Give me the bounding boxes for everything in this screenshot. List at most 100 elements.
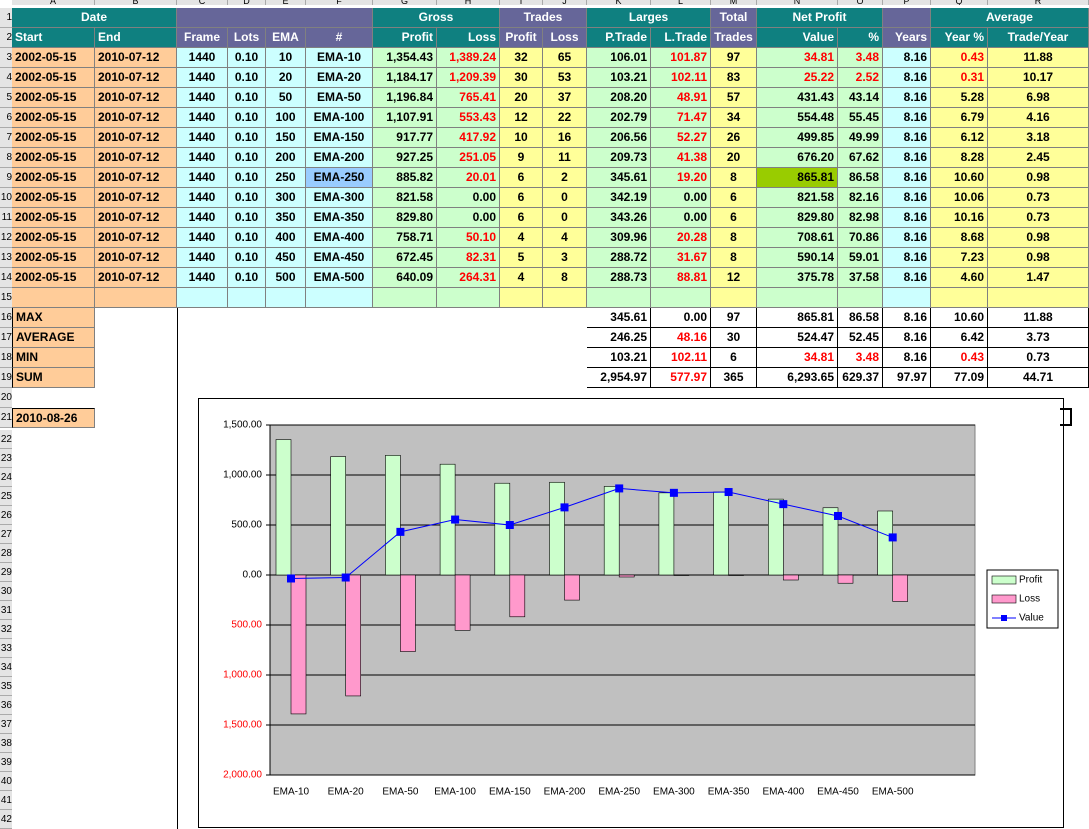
row-number: 20 bbox=[0, 388, 12, 408]
row-number: 5 bbox=[0, 88, 12, 108]
cell: EMA-50 bbox=[306, 88, 373, 108]
cell: 1440 bbox=[177, 268, 228, 288]
cell: EMA-250 bbox=[306, 168, 373, 188]
summary-cell: 102.11 bbox=[651, 348, 711, 368]
cell: 2010-07-12 bbox=[95, 248, 177, 268]
cell: 829.80 bbox=[373, 208, 437, 228]
summary-cell: 8.16 bbox=[883, 328, 931, 348]
bar bbox=[400, 574, 416, 652]
x-tick-label: EMA-50 bbox=[382, 787, 419, 798]
legend-swatch bbox=[1001, 615, 1007, 621]
row-number: 37 bbox=[0, 715, 12, 734]
point bbox=[287, 574, 295, 583]
cell: 82.98 bbox=[838, 208, 883, 228]
empty-cell bbox=[988, 288, 1089, 308]
empty-cell bbox=[711, 288, 757, 308]
cell: 821.58 bbox=[373, 188, 437, 208]
cell: 6 bbox=[711, 188, 757, 208]
cell: 5 bbox=[500, 248, 543, 268]
summary-cell: 577.97 bbox=[651, 368, 711, 388]
cell: 4.60 bbox=[931, 268, 988, 288]
cell: 345.61 bbox=[587, 168, 651, 188]
empty-cell bbox=[437, 288, 500, 308]
empty-cell bbox=[931, 288, 988, 308]
cell: 30 bbox=[500, 68, 543, 88]
header-cell: Loss bbox=[437, 28, 500, 48]
cell: 1440 bbox=[177, 148, 228, 168]
cell: 1,196.84 bbox=[373, 88, 437, 108]
cell: 6 bbox=[711, 208, 757, 228]
point bbox=[341, 573, 350, 582]
summary-cell: 97.97 bbox=[883, 368, 931, 388]
cell: 300 bbox=[266, 188, 306, 208]
summary-cell: 30 bbox=[711, 328, 757, 348]
x-tick-label: EMA-350 bbox=[708, 787, 750, 798]
x-tick-label: EMA-100 bbox=[434, 787, 476, 798]
summary-label: SUM bbox=[12, 368, 95, 388]
row-number: 7 bbox=[0, 128, 12, 148]
cell: 8.16 bbox=[883, 48, 931, 68]
empty-cell bbox=[266, 288, 306, 308]
cell: 1440 bbox=[177, 208, 228, 228]
cell: 865.81 bbox=[757, 168, 838, 188]
row-number: 6 bbox=[0, 108, 12, 128]
y-tick-label: 500.00 bbox=[231, 620, 262, 631]
bar bbox=[494, 482, 511, 576]
cell: 0.31 bbox=[931, 68, 988, 88]
column-header: L bbox=[651, 0, 711, 5]
cell: 927.25 bbox=[373, 148, 437, 168]
header-cell: Years bbox=[883, 28, 931, 48]
cell: 52.27 bbox=[651, 128, 711, 148]
cell: 2002-05-15 bbox=[12, 188, 95, 208]
cell: 7.23 bbox=[931, 248, 988, 268]
cell: 0.10 bbox=[228, 268, 266, 288]
point bbox=[669, 488, 678, 497]
cell: 4.16 bbox=[988, 108, 1089, 128]
y-tick-label: 0.00 bbox=[243, 570, 263, 581]
cell: 34.81 bbox=[757, 48, 838, 68]
row-number: 18 bbox=[0, 348, 12, 368]
summary-label: AVERAGE bbox=[12, 328, 95, 348]
cell: 8.16 bbox=[883, 108, 931, 128]
cell: 0 bbox=[543, 208, 587, 228]
cell: 8.16 bbox=[883, 88, 931, 108]
summary-cell: 6,293.65 bbox=[757, 368, 838, 388]
cell: 2002-05-15 bbox=[12, 88, 95, 108]
cell: 67.62 bbox=[838, 148, 883, 168]
cell: 8.16 bbox=[883, 68, 931, 88]
row-number: 15 bbox=[0, 288, 12, 308]
cell: EMA-450 bbox=[306, 248, 373, 268]
point bbox=[396, 527, 405, 536]
cell: 0 bbox=[543, 188, 587, 208]
cell: 2010-07-12 bbox=[95, 128, 177, 148]
cell: 10.16 bbox=[931, 208, 988, 228]
summary-cell: 524.47 bbox=[757, 328, 838, 348]
cell: 2002-05-15 bbox=[12, 208, 95, 228]
cell: 3 bbox=[543, 248, 587, 268]
cell: 0.43 bbox=[931, 48, 988, 68]
header-cell: # bbox=[306, 28, 373, 48]
row-number: 36 bbox=[0, 696, 12, 715]
bar bbox=[290, 574, 307, 715]
legend-label: Loss bbox=[1019, 594, 1040, 605]
cell: 309.96 bbox=[587, 228, 651, 248]
cell: 5.28 bbox=[931, 88, 988, 108]
point bbox=[724, 488, 733, 497]
point bbox=[560, 503, 569, 512]
cell: 4 bbox=[500, 228, 543, 248]
cell: 25.22 bbox=[757, 68, 838, 88]
legend-label: Profit bbox=[1019, 575, 1043, 586]
cell: 20 bbox=[266, 68, 306, 88]
cell: 264.31 bbox=[437, 268, 500, 288]
cell: 2010-07-12 bbox=[95, 168, 177, 188]
empty-cell bbox=[883, 288, 931, 308]
cell: 0.10 bbox=[228, 68, 266, 88]
line bbox=[290, 487, 893, 579]
cell: 11 bbox=[543, 148, 587, 168]
cell: 2002-05-15 bbox=[12, 248, 95, 268]
cell: EMA-10 bbox=[306, 48, 373, 68]
cell: 19.20 bbox=[651, 168, 711, 188]
row-number: 22 bbox=[0, 430, 12, 449]
row-number: 17 bbox=[0, 328, 12, 348]
cell: 640.09 bbox=[373, 268, 437, 288]
